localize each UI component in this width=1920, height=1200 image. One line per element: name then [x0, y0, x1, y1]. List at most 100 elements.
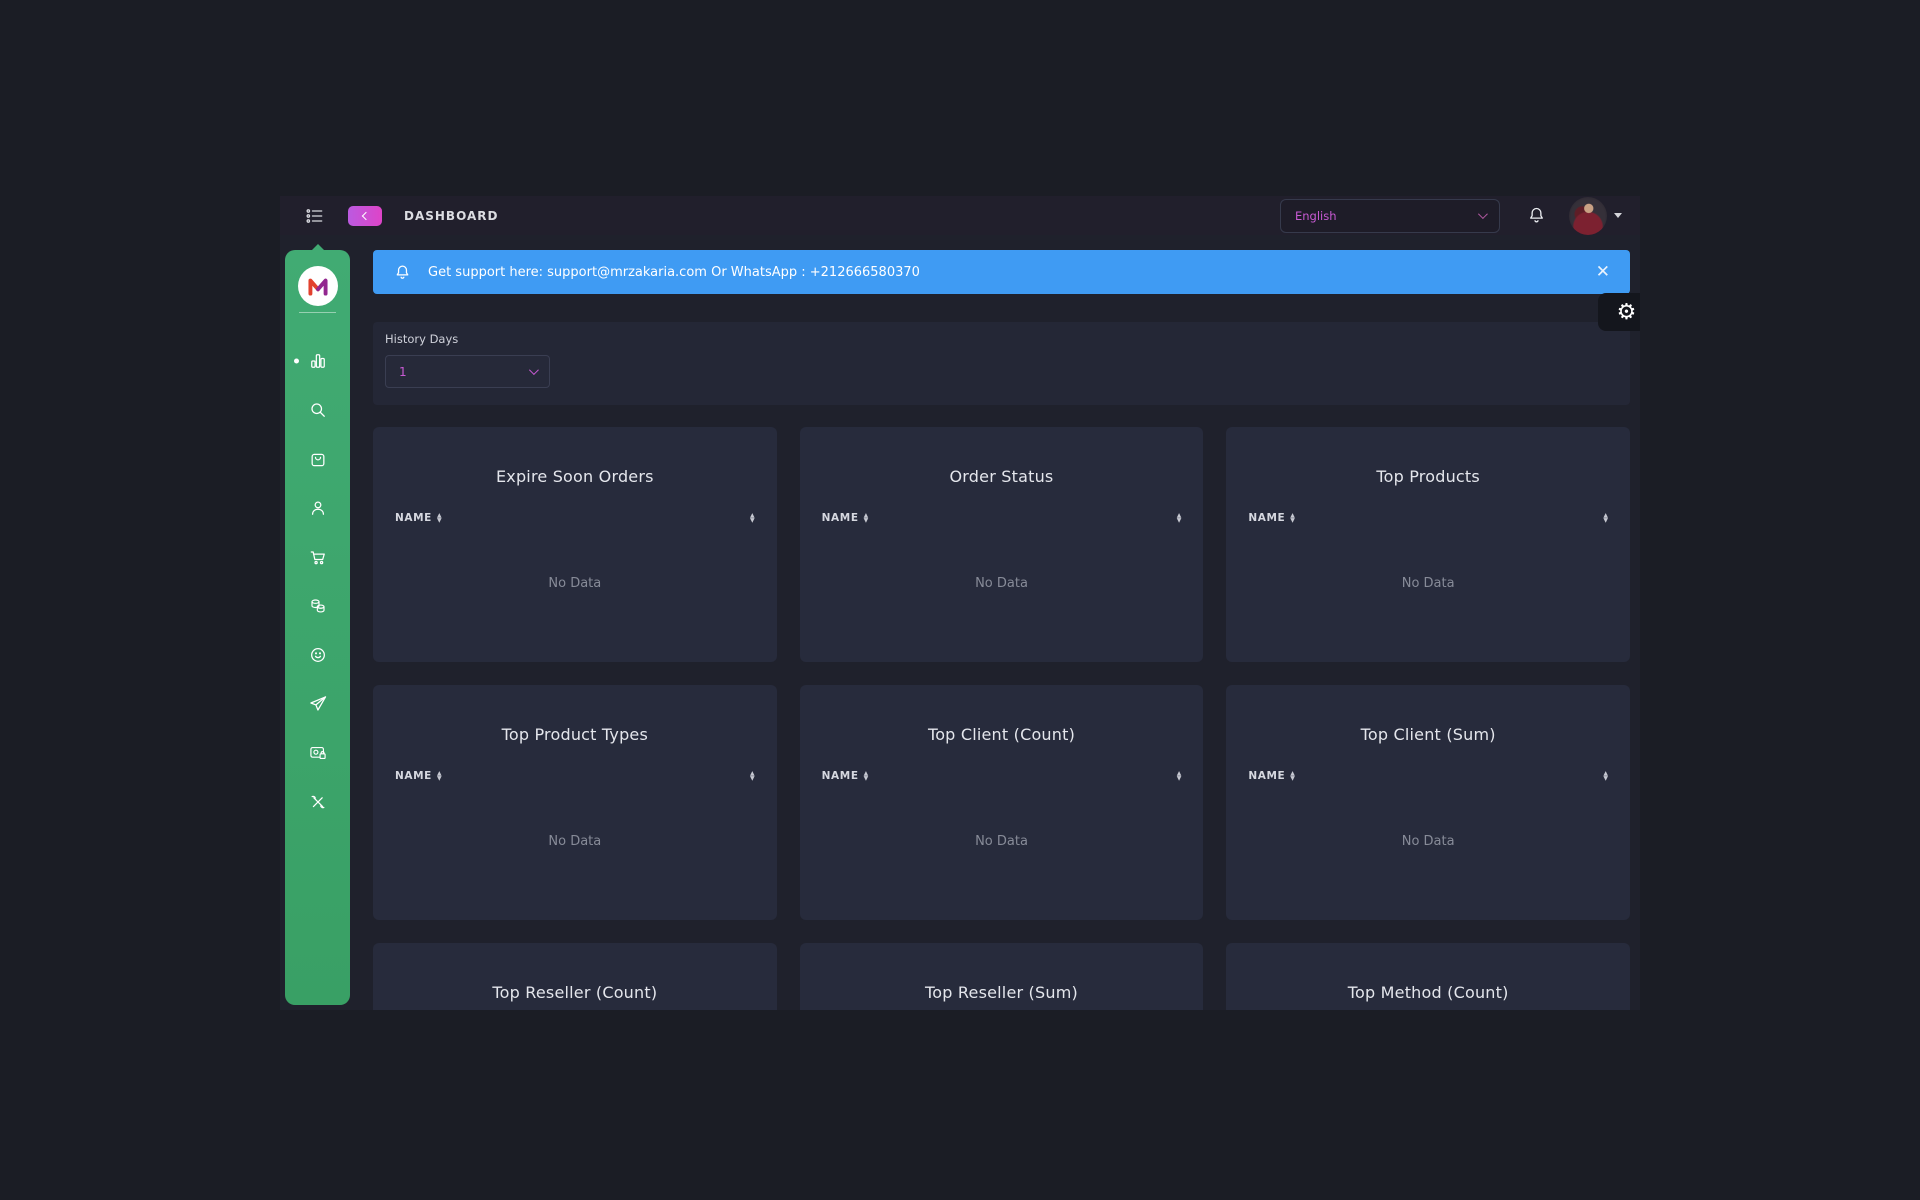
user-menu[interactable] — [1569, 196, 1622, 235]
no-data-text: No Data — [975, 834, 1028, 849]
back-button[interactable] — [348, 205, 382, 226]
app-window: DASHBOARD English — [280, 196, 1640, 1010]
page-title: DASHBOARD — [404, 208, 499, 223]
user-icon — [311, 500, 324, 515]
gear-icon: ⚙ — [1616, 299, 1637, 325]
chevron-down-icon — [1477, 209, 1488, 220]
history-days-value: 1 — [399, 364, 407, 379]
value-column-sort[interactable]: ▲ ▼ — [1603, 770, 1608, 782]
name-column-sort[interactable]: NAME ▲ ▼ — [822, 770, 869, 782]
no-data-text: No Data — [548, 834, 602, 849]
sidebar-item-messaging[interactable] — [285, 679, 350, 728]
stat-card: Top Client (Count) NAME ▲ ▼ ▲ ▼ No Data — [799, 685, 1204, 920]
avatar — [1569, 196, 1607, 235]
card-title: Expire Soon Orders — [495, 467, 654, 486]
card-table-header: NAME ▲ ▼ ▲ ▼ — [1248, 770, 1608, 782]
sort-icon: ▲ ▼ — [436, 512, 442, 524]
sidebar-item-tools[interactable] — [285, 777, 350, 826]
chevron-left-icon — [361, 211, 371, 220]
shopping-bag-icon — [311, 453, 324, 466]
sort-icon: ▲ ▼ — [863, 770, 869, 782]
sidebar-notch — [310, 244, 325, 251]
sidebar-nav — [285, 336, 350, 826]
sidebar-item-payment-methods[interactable] — [285, 728, 350, 777]
language-selected-value: English — [1295, 208, 1337, 223]
sidebar-divider — [299, 312, 336, 313]
language-select[interactable]: English — [1280, 198, 1500, 233]
sort-icon: ▲ ▼ — [863, 512, 869, 524]
sidebar-item-clients[interactable] — [285, 630, 350, 679]
name-column-label: NAME — [395, 512, 432, 524]
cards-grid: Expire Soon Orders NAME ▲ ▼ ▲ ▼ No Data Or… — [373, 427, 1630, 1010]
no-data-text: No Data — [548, 576, 602, 591]
value-column-sort[interactable]: ▲ ▼ — [1603, 512, 1608, 524]
name-column-label: NAME — [821, 512, 859, 524]
sidebar-item-search[interactable] — [285, 385, 350, 434]
stat-card: Top Product Types NAME ▲ ▼ ▲ ▼ No Data — [373, 685, 777, 920]
history-days-select[interactable]: 1 — [385, 355, 550, 388]
card-title: Top Reseller (Count) — [492, 983, 658, 1002]
top-bar: DASHBOARD English — [280, 196, 1640, 235]
support-banner: Get support here: support@mrzakaria.com … — [373, 250, 1630, 294]
name-column-label: NAME — [1248, 770, 1286, 782]
sidebar-item-dashboard[interactable] — [285, 336, 350, 385]
bar-chart-icon — [310, 353, 325, 368]
stat-card: Order Status NAME ▲ ▼ ▲ ▼ No Data — [799, 427, 1204, 662]
card-title: Top Method (Count) — [1347, 983, 1509, 1002]
payment-card-icon — [309, 746, 326, 759]
bell-icon — [1530, 207, 1543, 223]
chevron-down-icon — [528, 365, 539, 376]
name-column-label: NAME — [1248, 512, 1286, 524]
card-table-header: NAME ▲ ▼ ▲ ▼ — [395, 512, 755, 524]
value-column-sort[interactable]: ▲ ▼ — [1176, 512, 1182, 524]
coins-icon — [310, 598, 325, 613]
sidebar-item-orders[interactable] — [285, 434, 350, 483]
sidebar-item-users[interactable] — [285, 483, 350, 532]
caret-down-icon — [1614, 213, 1622, 218]
settings-button[interactable]: ⚙ — [1598, 293, 1640, 331]
cart-icon — [310, 550, 325, 564]
card-title: Top Reseller (Sum) — [925, 983, 1078, 1002]
stat-card: Expire Soon Orders NAME ▲ ▼ ▲ ▼ No Data — [373, 427, 777, 662]
notifications-button[interactable] — [1526, 205, 1547, 226]
sidebar-item-cart[interactable] — [285, 532, 350, 581]
history-days-panel: History Days 1 — [373, 322, 1630, 405]
card-title: Top Products — [1376, 467, 1480, 486]
sort-icon: ▲ ▼ — [1290, 770, 1295, 782]
sort-icon: ▲ ▼ — [436, 770, 442, 782]
card-table-header: NAME ▲ ▼ ▲ ▼ — [822, 512, 1182, 524]
stat-card: Top Reseller (Count) NAME ▲▼ ▲▼ No Data — [373, 943, 777, 1010]
value-column-sort[interactable]: ▲ ▼ — [750, 512, 755, 524]
name-column-sort[interactable]: NAME ▲ ▼ — [822, 512, 869, 524]
tools-icon — [311, 795, 324, 808]
menu-toggle-icon[interactable] — [304, 207, 326, 225]
card-table-header: NAME ▲ ▼ ▲ ▼ — [1248, 512, 1608, 524]
sort-icon: ▲ ▼ — [1290, 512, 1295, 524]
no-data-text: No Data — [975, 576, 1028, 591]
card-title: Top Product Types — [501, 725, 649, 744]
card-title: Order Status — [949, 467, 1054, 486]
stat-card: Top Method (Count) NAME ▲▼ ▲▼ No Data — [1226, 943, 1630, 1010]
value-column-sort[interactable]: ▲ ▼ — [1176, 770, 1182, 782]
sidebar-item-payments[interactable] — [285, 581, 350, 630]
history-days-label: History Days — [385, 332, 459, 346]
logo-m-icon — [307, 278, 328, 296]
banner-close-button[interactable]: ✕ — [1595, 261, 1610, 282]
name-column-sort[interactable]: NAME ▲ ▼ — [1248, 770, 1295, 782]
main-content: Get support here: support@mrzakaria.com … — [280, 235, 1640, 1010]
name-column-label: NAME — [821, 770, 859, 782]
no-data-text: No Data — [1401, 576, 1455, 591]
stat-card: Top Reseller (Sum) NAME ▲▼ ▲▼ No Data — [799, 943, 1204, 1010]
name-column-sort[interactable]: NAME ▲ ▼ — [395, 770, 442, 782]
stat-card: Top Products NAME ▲ ▼ ▲ ▼ No Data — [1226, 427, 1630, 662]
card-title: Top Client (Sum) — [1360, 725, 1496, 744]
top-bar-actions: English — [1280, 196, 1622, 235]
app-logo[interactable] — [297, 266, 338, 306]
value-column-sort[interactable]: ▲ ▼ — [750, 770, 755, 782]
search-icon — [310, 402, 325, 417]
name-column-sort[interactable]: NAME ▲ ▼ — [1248, 512, 1295, 524]
smiley-icon — [310, 647, 325, 662]
no-data-text: No Data — [1401, 834, 1455, 849]
name-column-sort[interactable]: NAME ▲ ▼ — [395, 512, 442, 524]
paper-plane-icon — [309, 695, 326, 711]
